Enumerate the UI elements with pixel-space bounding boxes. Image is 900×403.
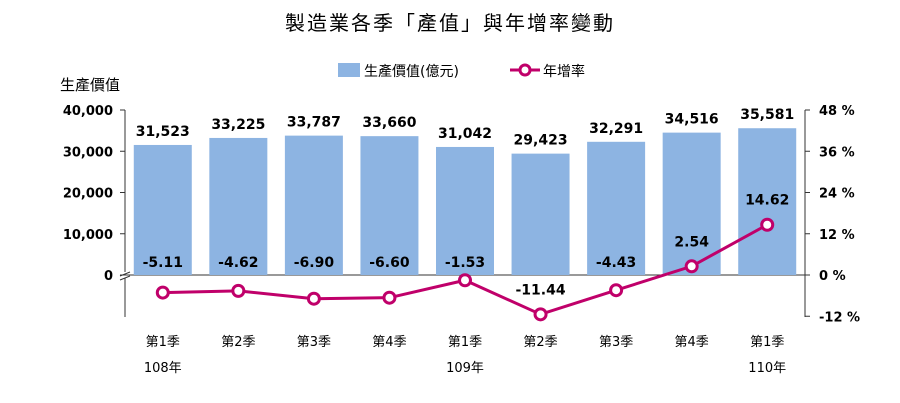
growth-value-label: -4.43 — [596, 255, 636, 271]
growth-line — [155, 217, 775, 322]
category-label: 第3季 — [599, 335, 633, 350]
bar-value-label: 29,423 — [514, 133, 568, 149]
left-axis-title: 生產價值 — [60, 76, 120, 94]
growth-value-label: -6.90 — [294, 255, 335, 271]
growth-value-label: 14.62 — [745, 193, 789, 209]
growth-point — [533, 307, 548, 322]
growth-value-label: 2.54 — [674, 234, 709, 250]
bar-value-label: 33,660 — [362, 115, 416, 131]
right-tick-label: 36 % — [819, 145, 855, 160]
right-tick-label: 48 % — [819, 104, 855, 119]
bar-value-label: 31,042 — [438, 126, 492, 142]
legend-bar-swatch — [338, 63, 360, 77]
category-label: 第3季 — [297, 335, 331, 350]
bars — [133, 128, 797, 275]
growth-value-label: -11.44 — [516, 282, 566, 298]
legend-line-marker — [518, 63, 532, 77]
growth-labels: -5.11 -4.62 -6.90 -6.60 -1.53 -11.44 -4.43 2.54… — [143, 193, 790, 299]
bar — [284, 135, 343, 275]
left-tick-label: 40,000 — [63, 104, 113, 119]
growth-point — [306, 291, 321, 306]
growth-point — [684, 259, 699, 274]
right-tick-label: 24 % — [819, 187, 855, 202]
left-tick-label: 20,000 — [63, 187, 113, 202]
bar-value-label: 31,523 — [136, 124, 190, 140]
bar — [738, 128, 797, 275]
growth-point — [609, 283, 624, 298]
bar-value-label: 33,787 — [287, 115, 341, 131]
axes: 0 10,000 20,000 30,000 40,000 -12 % 0 % 12 % 24 … — [63, 104, 860, 325]
left-tick-label: 0 — [104, 269, 113, 284]
category-label: 第2季 — [523, 335, 557, 350]
category-labels: 第1季 第2季 第3季 第4季 第1季 第2季 第3季 第4季 第1季 108年 109年 110年 — [144, 335, 786, 376]
bar-value-label: 35,581 — [740, 107, 794, 123]
growth-point — [760, 217, 775, 232]
chart-title: 製造業各季「產值」與年增率變動 — [285, 11, 615, 35]
bar-value-label: 34,516 — [665, 112, 719, 128]
category-label: 第2季 — [221, 335, 255, 350]
year-label: 110年 — [748, 361, 786, 376]
left-tick-label: 30,000 — [63, 145, 113, 160]
year-label: 108年 — [144, 361, 182, 376]
category-label: 第1季 — [146, 335, 180, 350]
growth-point — [231, 283, 246, 298]
right-tick-label: 12 % — [819, 228, 855, 243]
bar — [209, 137, 268, 275]
bar-value-label: 33,225 — [211, 117, 265, 133]
bar — [436, 146, 494, 275]
category-label: 第4季 — [675, 335, 709, 350]
growth-point — [382, 290, 397, 305]
category-label: 第1季 — [750, 335, 784, 350]
right-tick-label: 0 % — [819, 269, 846, 284]
bar — [360, 136, 419, 275]
bar-value-label: 32,291 — [589, 121, 643, 137]
legend-bar-label: 生產價值(億元) — [364, 63, 459, 80]
growth-value-label: -4.62 — [218, 255, 258, 271]
bar — [662, 132, 721, 275]
growth-value-label: -5.11 — [143, 255, 183, 271]
category-label: 第4季 — [372, 335, 406, 350]
left-tick-label: 10,000 — [63, 228, 113, 243]
bar — [587, 141, 646, 275]
growth-value-label: -6.60 — [369, 255, 410, 271]
growth-point — [155, 285, 170, 300]
growth-value-label: -1.53 — [445, 255, 485, 271]
growth-point — [458, 273, 472, 288]
year-label: 109年 — [446, 361, 484, 376]
bar — [133, 144, 192, 275]
legend: 生產價值(億元) 年增率 — [338, 63, 585, 80]
category-label: 第1季 — [448, 335, 482, 350]
bar — [511, 153, 570, 275]
right-tick-label: -12 % — [819, 310, 860, 325]
legend-line-label: 年增率 — [543, 63, 585, 80]
bar-labels: 31,523 33,225 33,787 33,660 31,042 29,423 32,2… — [136, 107, 794, 148]
